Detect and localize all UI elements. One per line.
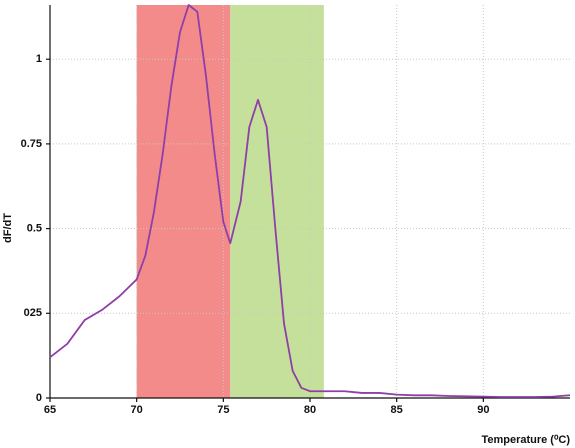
highlight-region <box>136 5 231 398</box>
x-tick-label: 90 <box>477 404 489 416</box>
x-tick-label: 75 <box>217 404 229 416</box>
y-tick-label: 0 <box>36 392 42 404</box>
y-tick-label: 0.75 <box>21 138 42 150</box>
x-tick-label: 85 <box>391 404 403 416</box>
x-tick-label: 65 <box>44 404 56 416</box>
x-axis-label: Temperature (⁰C) <box>481 434 570 446</box>
y-axis-label: dF/dT <box>2 213 14 243</box>
highlight-region <box>230 5 324 398</box>
y-tick-label: 1 <box>36 53 42 65</box>
x-tick-label: 70 <box>131 404 143 416</box>
x-tick-label: 80 <box>304 404 316 416</box>
y-tick-label: 0.5 <box>27 223 42 235</box>
y-tick-label: 025 <box>24 307 42 319</box>
melt-curve <box>49 4 571 398</box>
